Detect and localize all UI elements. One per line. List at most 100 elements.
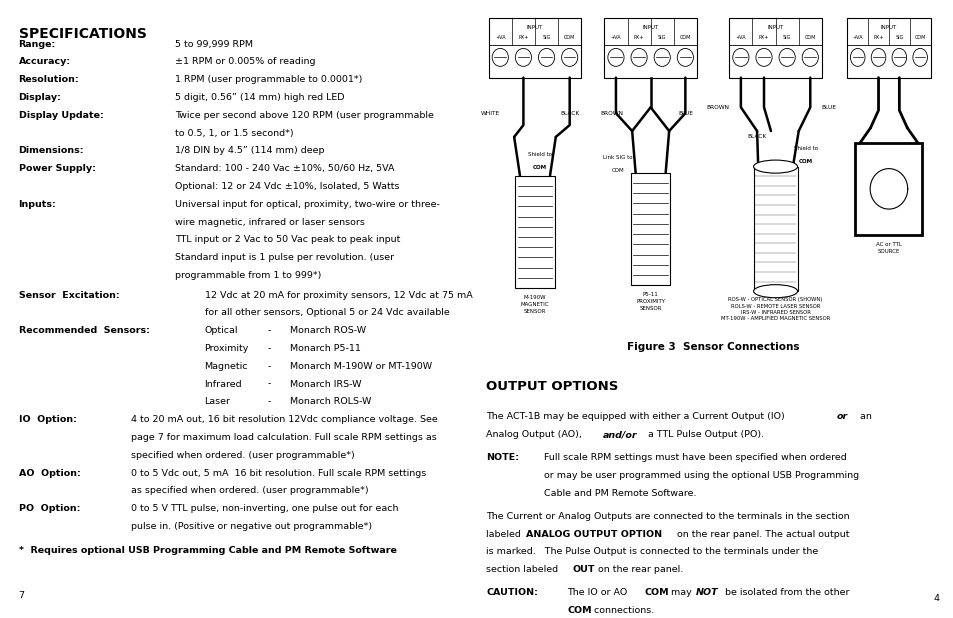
Text: BLACK: BLACK: [559, 111, 579, 116]
Text: a TTL Pulse Output (PO).: a TTL Pulse Output (PO).: [644, 430, 763, 439]
Text: The ACT-1B may be equipped with either a Current Output (IO): The ACT-1B may be equipped with either a…: [486, 412, 787, 421]
Text: an: an: [856, 412, 870, 421]
Ellipse shape: [537, 48, 554, 66]
Text: +VA: +VA: [735, 35, 745, 40]
Text: BROWN: BROWN: [705, 105, 728, 110]
Bar: [488, 19, 580, 78]
Text: Magnetic: Magnetic: [204, 362, 248, 371]
Text: Dimensions:: Dimensions:: [18, 146, 84, 156]
Text: programmable from 1 to 999*): programmable from 1 to 999*): [175, 271, 321, 280]
Text: Monarch ROLS-W: Monarch ROLS-W: [290, 397, 371, 407]
Ellipse shape: [753, 160, 797, 173]
Text: SIG: SIG: [894, 35, 902, 40]
Text: BLUE: BLUE: [821, 105, 836, 110]
Text: 4: 4: [933, 594, 939, 603]
Text: PO  Option:: PO Option:: [18, 504, 80, 513]
Ellipse shape: [515, 48, 531, 66]
Text: Inputs:: Inputs:: [18, 200, 56, 209]
Text: -: -: [267, 326, 271, 335]
Text: ANALOG OUTPUT OPTION: ANALOG OUTPUT OPTION: [525, 530, 661, 539]
Text: on the rear panel.: on the rear panel.: [594, 565, 682, 574]
Text: or: or: [836, 412, 847, 421]
Text: +VA: +VA: [851, 35, 862, 40]
Text: Proximity: Proximity: [204, 344, 249, 353]
Text: Standard input is 1 pulse per revolution. (user: Standard input is 1 pulse per revolution…: [175, 253, 395, 262]
Text: COM: COM: [644, 588, 669, 598]
Text: Optional: 12 or 24 Vdc ±10%, Isolated, 5 Watts: Optional: 12 or 24 Vdc ±10%, Isolated, 5…: [175, 182, 399, 191]
Text: Cable and PM Remote Software.: Cable and PM Remote Software.: [543, 489, 696, 497]
Text: +VA: +VA: [610, 35, 620, 40]
Text: Monarch M-190W or MT-190W: Monarch M-190W or MT-190W: [290, 362, 432, 371]
Text: 5 digit, 0.56” (14 mm) high red LED: 5 digit, 0.56” (14 mm) high red LED: [175, 93, 345, 102]
Text: COM: COM: [611, 168, 624, 173]
Ellipse shape: [779, 48, 795, 66]
Text: 0 to 5 Vdc out, 5 mA  16 bit resolution. Full scale RPM settings: 0 to 5 Vdc out, 5 mA 16 bit resolution. …: [131, 468, 425, 478]
Text: BLACK: BLACK: [746, 135, 765, 140]
Text: INPUT: INPUT: [642, 25, 659, 30]
Text: -: -: [267, 344, 271, 353]
Text: BLUE: BLUE: [678, 111, 693, 116]
Ellipse shape: [891, 48, 905, 66]
Bar: [630, 172, 670, 286]
Text: Recommended  Sensors:: Recommended Sensors:: [18, 326, 150, 335]
Text: page 7 for maximum load calculation. Full scale RPM settings as: page 7 for maximum load calculation. Ful…: [131, 433, 436, 442]
Bar: [728, 19, 821, 78]
Bar: [515, 176, 554, 288]
Text: PX+: PX+: [633, 35, 643, 40]
Text: OUT: OUT: [572, 565, 595, 574]
Text: INPUT: INPUT: [526, 25, 542, 30]
Text: Figure 3  Sensor Connections: Figure 3 Sensor Connections: [626, 342, 799, 352]
Text: SIG: SIG: [658, 35, 666, 40]
Ellipse shape: [849, 48, 864, 66]
Text: specified when ordered. (user programmable*): specified when ordered. (user programmab…: [131, 451, 354, 460]
Text: Monarch ROS-W: Monarch ROS-W: [290, 326, 366, 335]
Text: COM: COM: [567, 606, 592, 616]
Text: SIG: SIG: [782, 35, 790, 40]
Ellipse shape: [492, 48, 508, 66]
Text: COM: COM: [914, 35, 924, 40]
Ellipse shape: [654, 48, 670, 66]
Text: and/or: and/or: [602, 430, 637, 439]
Text: ROS-W - OPTICAL SENSOR (SHOWN)
ROLS-W - REMOTE LASER SENSOR
IRS-W - INFRARED SEN: ROS-W - OPTICAL SENSOR (SHOWN) ROLS-W - …: [720, 297, 829, 321]
Text: The IO or AO: The IO or AO: [567, 588, 630, 598]
Text: 12 Vdc at 20 mA for proximity sensors, 12 Vdc at 75 mA: 12 Vdc at 20 mA for proximity sensors, 1…: [204, 290, 472, 300]
Text: PX+: PX+: [872, 35, 882, 40]
Text: NOT: NOT: [696, 588, 718, 598]
Ellipse shape: [561, 48, 578, 66]
Text: pulse in. (Positive or negative out programmable*): pulse in. (Positive or negative out prog…: [131, 522, 372, 531]
Text: labeled: labeled: [486, 530, 524, 539]
Text: Shield to: Shield to: [793, 146, 817, 151]
Text: INPUT: INPUT: [766, 25, 782, 30]
Ellipse shape: [912, 48, 926, 66]
Text: Display Update:: Display Update:: [18, 111, 103, 120]
Text: Resolution:: Resolution:: [18, 75, 79, 84]
Text: -: -: [267, 362, 271, 371]
Text: -: -: [267, 379, 271, 389]
Text: COM: COM: [532, 165, 546, 170]
Text: Standard: 100 - 240 Vac ±10%, 50/60 Hz, 5VA: Standard: 100 - 240 Vac ±10%, 50/60 Hz, …: [175, 164, 395, 173]
Bar: [604, 19, 697, 78]
Text: INPUT: INPUT: [880, 25, 896, 30]
Text: to 0.5, 1, or 1.5 second*): to 0.5, 1, or 1.5 second*): [175, 129, 294, 138]
Text: WHITE: WHITE: [480, 111, 499, 116]
Text: The Current or Analog Outputs are connected to the terminals in the section: The Current or Analog Outputs are connec…: [486, 512, 849, 521]
Text: Power Supply:: Power Supply:: [18, 164, 95, 173]
Text: Sensor  Excitation:: Sensor Excitation:: [18, 290, 119, 300]
Text: P5-11
PROXIMITY
SENSOR: P5-11 PROXIMITY SENSOR: [636, 292, 664, 311]
Text: IO  Option:: IO Option:: [18, 415, 76, 424]
Text: Full scale RPM settings must have been specified when ordered: Full scale RPM settings must have been s…: [543, 453, 846, 462]
Text: 5 to 99,999 RPM: 5 to 99,999 RPM: [175, 40, 253, 49]
Ellipse shape: [753, 285, 797, 298]
Text: wire magnetic, infrared or laser sensors: wire magnetic, infrared or laser sensors: [175, 218, 365, 227]
Text: BROWN: BROWN: [599, 111, 622, 116]
Text: Shield to: Shield to: [527, 152, 551, 157]
Text: 1/8 DIN by 4.5” (114 mm) deep: 1/8 DIN by 4.5” (114 mm) deep: [175, 146, 325, 156]
Text: *  Requires optional USB Programming Cable and PM Remote Software: * Requires optional USB Programming Cabl…: [18, 546, 395, 555]
Text: Universal input for optical, proximity, two-wire or three-: Universal input for optical, proximity, …: [175, 200, 440, 209]
Ellipse shape: [630, 48, 646, 66]
Text: 1 RPM (user programmable to 0.0001*): 1 RPM (user programmable to 0.0001*): [175, 75, 362, 84]
Text: Monarch P5-11: Monarch P5-11: [290, 344, 360, 353]
Text: ±1 RPM or 0.005% of reading: ±1 RPM or 0.005% of reading: [175, 57, 315, 67]
Text: AC or TTL
SOURCE: AC or TTL SOURCE: [875, 242, 901, 253]
Text: PX+: PX+: [758, 35, 768, 40]
